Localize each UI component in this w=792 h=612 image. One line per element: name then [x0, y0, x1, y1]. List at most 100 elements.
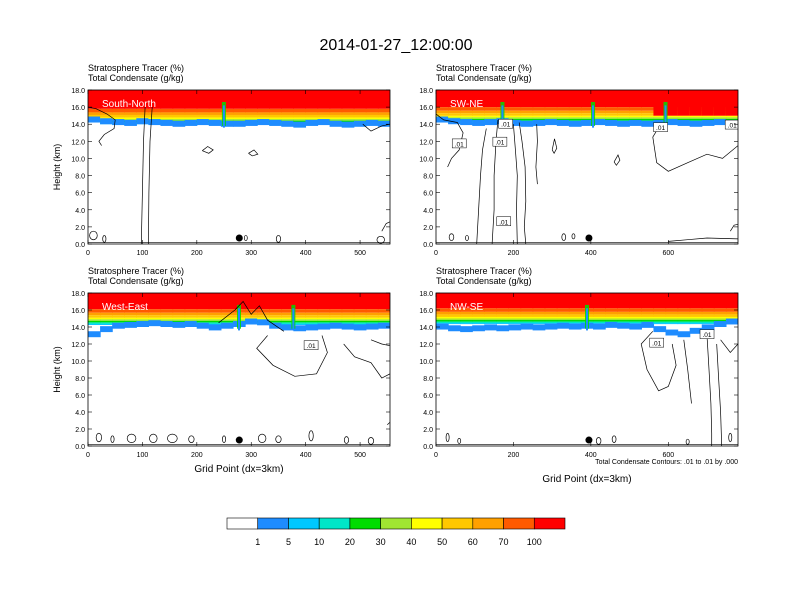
tracer-band-cell [665, 314, 679, 317]
tracer-band-cell [88, 312, 101, 316]
tracer-band-cell [341, 309, 355, 313]
tracer-band-cell [460, 293, 473, 309]
tracer-band-cell [329, 90, 343, 109]
y-tick-label: 12.0 [71, 342, 85, 349]
tracer-band-cell [269, 112, 282, 115]
tracer-band-cell [653, 316, 667, 319]
tracer-band-cell [377, 112, 390, 115]
tracer-band-cell [701, 308, 715, 312]
tracer-band-cell [629, 113, 642, 116]
tracer-base-cell [665, 119, 679, 126]
tracer-band-cell [544, 321, 558, 324]
tracer-band-cell [269, 317, 282, 320]
contour-line [683, 339, 692, 404]
tracer-band-cell [532, 118, 546, 121]
x-tick-label: 0 [86, 452, 90, 459]
tracer-band-cell [208, 90, 222, 109]
tracer-band-cell [689, 115, 703, 118]
tracer-band-cell [629, 90, 642, 108]
tracer-band-cell [365, 293, 379, 310]
tracer-band-cell [448, 320, 461, 322]
tracer-band-cell [544, 308, 558, 312]
x-tick-label: 200 [508, 250, 520, 257]
tracer-band-cell [341, 117, 355, 120]
tracer-band-cell [713, 320, 727, 322]
tracer-band-cell [293, 312, 307, 316]
tracer-band-cell [196, 319, 210, 321]
tracer-band-cell [365, 108, 379, 113]
tracer-band-cell [448, 308, 461, 312]
tracer-band-cell [124, 320, 137, 323]
section-label: West-East [102, 302, 148, 313]
tracer-band-cell [245, 315, 258, 318]
tracer-band-cell [568, 314, 582, 317]
tracer-band-cell [617, 117, 630, 119]
x-tick-label: 500 [354, 250, 366, 257]
tracer-band-cell [196, 90, 210, 109]
tracer-band-cell [88, 90, 101, 109]
x-tick-label: 600 [662, 452, 674, 459]
tracer-band-cell [580, 110, 594, 114]
tracer-band-cell [329, 320, 343, 323]
tracer-band-cell [677, 118, 691, 121]
tracer-band-cell [293, 320, 307, 323]
tracer-band-cell [653, 311, 667, 315]
tracer-band-cell [556, 90, 570, 108]
tracer-band-cell [653, 321, 667, 324]
tracer-band-cell [100, 90, 113, 109]
tracer-band-cell [341, 112, 355, 115]
tracer-band-cell [160, 293, 174, 310]
contour-blob [685, 438, 690, 445]
tracer-band-cell [544, 320, 558, 322]
tracer-band-cell [281, 119, 294, 121]
tracer-band-cell [520, 118, 534, 121]
tracer-band-cell [353, 90, 367, 109]
tracer-band-cell [257, 112, 270, 115]
tracer-band-cell [88, 309, 101, 313]
tracer-band-cell [196, 320, 210, 323]
tracer-band-cell [341, 119, 355, 121]
tracer-band-cell [496, 90, 510, 108]
tracer-base-cell [353, 324, 367, 331]
tracer-base-cell [281, 324, 294, 331]
tracer-band-cell [293, 323, 307, 325]
tracer-base-cell [629, 323, 642, 330]
tracer-band-cell [617, 293, 630, 309]
contour-label-box [699, 329, 715, 339]
tracer-band-cell [305, 319, 319, 321]
contour-lines [95, 300, 390, 445]
tracer-base-cell [341, 121, 355, 128]
contour-label-text: .01 [652, 341, 661, 348]
tracer-band-cell [556, 107, 570, 111]
tracer-band-cell [532, 113, 546, 116]
tracer-layer [436, 90, 738, 128]
contour-label-text: .01 [656, 125, 665, 132]
tracer-band-cell [689, 118, 703, 121]
tracer-band-cell [508, 107, 522, 111]
tracer-band-cell [448, 117, 461, 119]
tracer-band-cell [305, 320, 319, 323]
tracer-band-cell [329, 119, 343, 121]
tracer-base-cell [496, 325, 510, 332]
tracer-band-cell [556, 320, 570, 322]
tracer-base-cell [544, 323, 558, 330]
tracer-band-cell [160, 315, 174, 318]
colorbar-swatch [318, 517, 351, 530]
y-tick-label: 6.0 [75, 191, 85, 198]
tracer-band-cell [136, 315, 149, 318]
tracer-band-cell [472, 308, 485, 312]
tracer-band-cell [701, 320, 715, 322]
contour-lines [436, 113, 738, 244]
tracer-band-cell [172, 309, 186, 313]
tracer-band-cell [245, 117, 258, 120]
contour-blob [188, 435, 195, 443]
tracer-band-cell [232, 112, 246, 115]
tracer-band-cell [124, 119, 137, 121]
contour-blob [222, 435, 227, 443]
tracer-band-cell [269, 312, 282, 316]
tracer-band-cell [508, 308, 522, 312]
tracer-band-cell [341, 312, 355, 316]
tracer-band-cell [293, 112, 307, 115]
tracer-band-cell [568, 293, 582, 309]
tracer-band-cell [725, 117, 738, 119]
